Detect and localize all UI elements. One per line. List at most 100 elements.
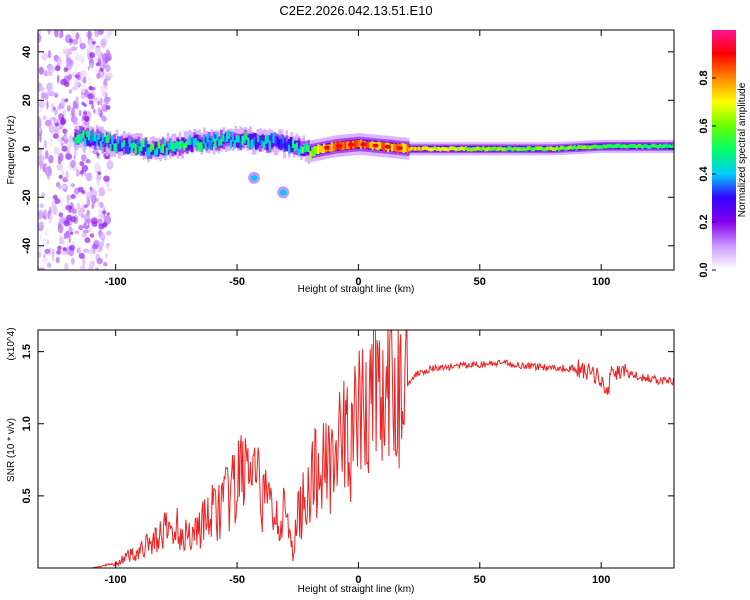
spectrogram-band-halo: [239, 134, 243, 144]
spectrogram-band-core: [245, 132, 248, 140]
spectrogram-band-core: [612, 144, 615, 149]
spectrogram-band-core: [651, 143, 654, 148]
spectrogram-ytick-label: -40: [21, 238, 33, 254]
spectrogram-band-core: [126, 145, 129, 155]
spectrogram-speckle-dark: [63, 220, 70, 227]
spectrogram-speckle: [76, 202, 81, 210]
spectrogram-band-core: [78, 133, 81, 144]
spectrogram-band-core: [497, 146, 500, 151]
spectrogram-speckle: [64, 134, 68, 141]
spectrogram-speckle: [38, 221, 44, 231]
spectrogram-band-core: [550, 146, 553, 151]
spectrogram-speckle: [39, 163, 42, 170]
spectrogram-speckle-dark: [60, 118, 67, 125]
spectrogram-band-core: [93, 131, 96, 142]
spectrogram-band-core: [462, 147, 465, 151]
spectrogram-band-core: [171, 142, 174, 152]
spectrogram-band-core: [491, 146, 495, 151]
spectrogram-band-core: [445, 147, 448, 152]
spectrogram-band-core: [482, 146, 485, 151]
spectrogram-band-core: [460, 146, 464, 151]
spectrogram-band-core: [633, 144, 636, 148]
spectrogram-band-halo: [251, 134, 255, 144]
spectrogram-speckle: [88, 227, 92, 233]
spectrogram-band-core: [412, 146, 415, 151]
spectrogram-speckle: [59, 102, 62, 110]
spectrogram-band-core: [556, 146, 559, 150]
spectrogram-band-core: [97, 133, 100, 140]
spectrogram-band-core: [328, 144, 331, 152]
spectrogram-speckle: [71, 46, 78, 52]
spectrogram-band-core: [82, 129, 85, 139]
spectrogram-band-core: [241, 135, 244, 146]
spectrogram-band-core: [86, 130, 89, 138]
spectrogram-band-halo: [244, 135, 247, 145]
spectrogram-speckle: [44, 166, 52, 177]
spectrogram-speckle-dark: [63, 67, 69, 72]
spectrogram-band-core: [416, 146, 419, 151]
spectrogram-peak: [372, 143, 379, 148]
spectrogram-speckle-dark: [89, 100, 94, 105]
spectrogram-speckle-dark: [81, 190, 86, 195]
spectrogram-band-core: [185, 141, 188, 148]
spectrogram-band-core: [291, 139, 295, 149]
spectrogram-band-core: [476, 146, 479, 151]
spectrogram-speckle: [68, 234, 71, 244]
spectrogram-speckle: [64, 262, 69, 270]
spectrogram-band-core: [458, 146, 462, 151]
spectrogram-band-halo: [297, 140, 301, 151]
spectrogram-speckle: [85, 172, 93, 182]
spectrogram-speckle-dark: [79, 170, 85, 175]
spectrogram-band-core: [227, 130, 230, 139]
snr-xtick-label: 50: [474, 574, 486, 586]
spectrogram-speckle: [81, 55, 84, 65]
snr-xtick-label: -50: [229, 574, 245, 586]
spectrogram-speckle-dark: [89, 233, 95, 238]
spectrogram-speckle-dark: [106, 212, 110, 216]
spectrogram-speckle-dark: [54, 122, 59, 127]
spectrogram-peak: [396, 146, 403, 151]
colorbar-bar: [712, 30, 736, 270]
spectrogram-speckle: [39, 86, 45, 92]
spectrogram-band-core: [307, 145, 310, 152]
spectrogram-band-core: [163, 139, 166, 147]
spectrogram-ytick-label: 0: [21, 146, 33, 152]
spectrogram-band-core: [315, 146, 318, 155]
spectrogram-speckle: [97, 218, 103, 225]
spectrogram-ytick-label: 40: [21, 46, 33, 58]
spectrogram-speckle: [51, 116, 57, 121]
spectrogram-speckle: [78, 109, 82, 117]
spectrogram-band-core: [639, 144, 642, 148]
spectrogram-band-core: [558, 147, 561, 152]
spectrogram-speckle: [75, 52, 79, 62]
spectrogram-band-core: [123, 140, 126, 147]
spectrogram-band-core: [552, 147, 555, 152]
spectrogram-speckle: [47, 50, 52, 59]
spectrogram-speckle-dark: [57, 245, 62, 251]
spectrogram-band-core: [424, 146, 427, 151]
spectrogram-speckle-dark: [69, 244, 75, 251]
snr-background: [38, 330, 674, 568]
spectrogram-band-core: [342, 141, 345, 150]
spectrogram-band-core: [563, 146, 566, 151]
spectrogram-speckle: [78, 224, 84, 231]
spectrogram-band-core: [526, 146, 530, 151]
spectrogram-band-core: [478, 146, 481, 151]
spectrogram-band-core: [536, 146, 539, 151]
spectrogram-band-core: [282, 135, 285, 144]
spectrogram-band-core: [154, 149, 157, 157]
spectrogram-speckle-dark: [90, 217, 98, 225]
spectrogram-band-core: [272, 133, 275, 144]
spectrogram-band-core: [212, 134, 215, 143]
spectrogram-band-halo: [256, 137, 260, 148]
spectrogram-band-core: [410, 146, 413, 151]
spectrogram-band-core: [80, 133, 83, 143]
spectrogram-band-halo: [110, 141, 114, 151]
spectrogram-band-core: [624, 144, 627, 149]
spectrogram-speckle-dark: [105, 105, 111, 110]
spectrogram-band-core: [235, 135, 238, 143]
spectrogram-band-core: [299, 145, 302, 154]
spectrogram-band-core: [134, 143, 137, 154]
spectrogram-speckle: [106, 160, 114, 170]
snr-ytick-label: 1.0: [21, 416, 33, 431]
